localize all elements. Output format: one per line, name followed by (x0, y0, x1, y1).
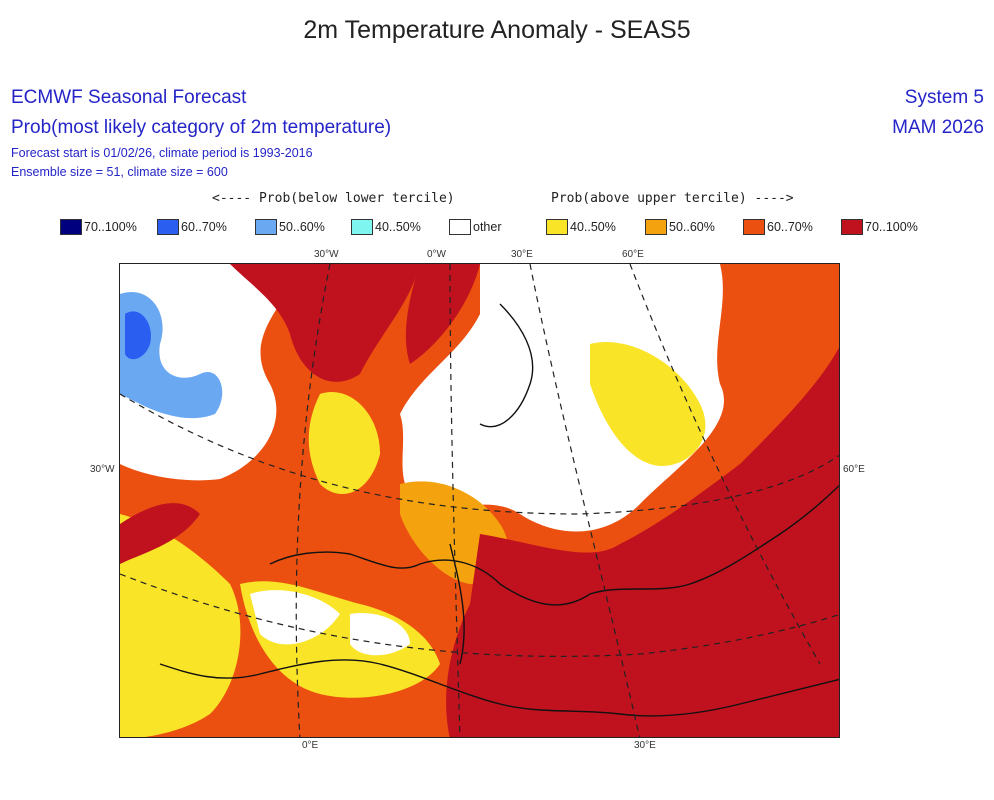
legend-label: 40..50% (570, 220, 616, 234)
grid-label-right-60e: 60°E (843, 464, 865, 475)
graticule-parallel-upper (120, 393, 839, 515)
region-greenland-red (230, 264, 420, 382)
legend-swatch (546, 219, 568, 235)
scandinavia-coast (479, 303, 534, 428)
graticule-meridian-west (295, 264, 331, 737)
grid-label-top-0w: 0°W (427, 249, 446, 260)
legend-item-below-50-60: 50..60% (255, 219, 325, 235)
region-tunisia-white (350, 613, 410, 656)
legend-label: 50..60% (669, 220, 715, 234)
graticule-meridian-60e (629, 264, 821, 665)
legend-swatch (157, 219, 179, 235)
region-atlantic-west-red (120, 503, 200, 564)
legend-item-above-40-50: 40..50% (546, 219, 616, 235)
season-label: MAM 2026 (892, 117, 984, 138)
page-title: 2m Temperature Anomaly - SEAS5 (303, 16, 691, 44)
region-atlantic-white (120, 264, 300, 481)
legend-item-above-60-70: 60..70% (743, 219, 813, 235)
legend-item-other: other (449, 219, 502, 235)
legend-swatch (255, 219, 277, 235)
forecast-source-title: ECMWF Seasonal Forecast (11, 87, 247, 108)
ensemble-size-info: Ensemble size = 51, climate size = 600 (11, 165, 228, 179)
grid-label-bottom-30e: 30°E (634, 740, 656, 751)
legend-label: 50..60% (279, 220, 325, 234)
legend-swatch (351, 219, 373, 235)
grid-label-top-30e: 30°E (511, 249, 533, 260)
legend-label: 70..100% (84, 220, 137, 234)
grid-label-top-60e: 60°E (622, 249, 644, 260)
north-africa-coast (159, 659, 839, 717)
coastlines (159, 303, 839, 717)
below-tercile-label: <---- Prob(below lower tercile) (212, 191, 455, 206)
legend-swatch (645, 219, 667, 235)
graticule-parallel-lower (120, 573, 839, 658)
region-iberia-yellow (120, 514, 241, 737)
grid-label-top-30w: 30°W (314, 249, 339, 260)
legend-item-below-70-100: 70..100% (60, 219, 137, 235)
legend-swatch (743, 219, 765, 235)
legend-item-below-60-70: 60..70% (157, 219, 227, 235)
grid-label-left-30w: 30°W (90, 464, 115, 475)
region-norwegian-sea-red (405, 264, 480, 364)
region-eastern-europe-yellow (590, 342, 706, 466)
legend-swatch (449, 219, 471, 235)
probability-map (119, 263, 840, 738)
italy-coast (449, 543, 465, 665)
forecast-variable-subtitle: Prob(most likely category of 2m temperat… (11, 117, 392, 138)
legend-label: 70..100% (865, 220, 918, 234)
region-atlantic-deepblue (125, 311, 151, 360)
forecast-start-info: Forecast start is 01/02/26, climate peri… (11, 146, 313, 160)
legend-label: 60..70% (767, 220, 813, 234)
legend-swatch (60, 219, 82, 235)
legend-swatch (841, 219, 863, 235)
legend-item-below-40-50: 40..50% (351, 219, 421, 235)
grid-label-bottom-0e: 0°E (302, 740, 319, 751)
region-scandinavia-white (400, 264, 724, 532)
legend-label: 40..50% (375, 220, 421, 234)
graticule-meridian-30e (529, 264, 641, 737)
above-tercile-label: Prob(above upper tercile) ----> (551, 191, 794, 206)
probability-map-canvas (120, 264, 839, 737)
legend-label: other (473, 220, 502, 234)
legend-label: 60..70% (181, 220, 227, 234)
region-algeria-white (250, 590, 340, 645)
region-british-isles-yellow (308, 392, 380, 494)
legend-item-above-70-100: 70..100% (841, 219, 918, 235)
legend-item-above-50-60: 50..60% (645, 219, 715, 235)
graticule (120, 264, 839, 737)
mediterranean-north-coast (269, 484, 839, 606)
system-label: System 5 (904, 87, 984, 108)
